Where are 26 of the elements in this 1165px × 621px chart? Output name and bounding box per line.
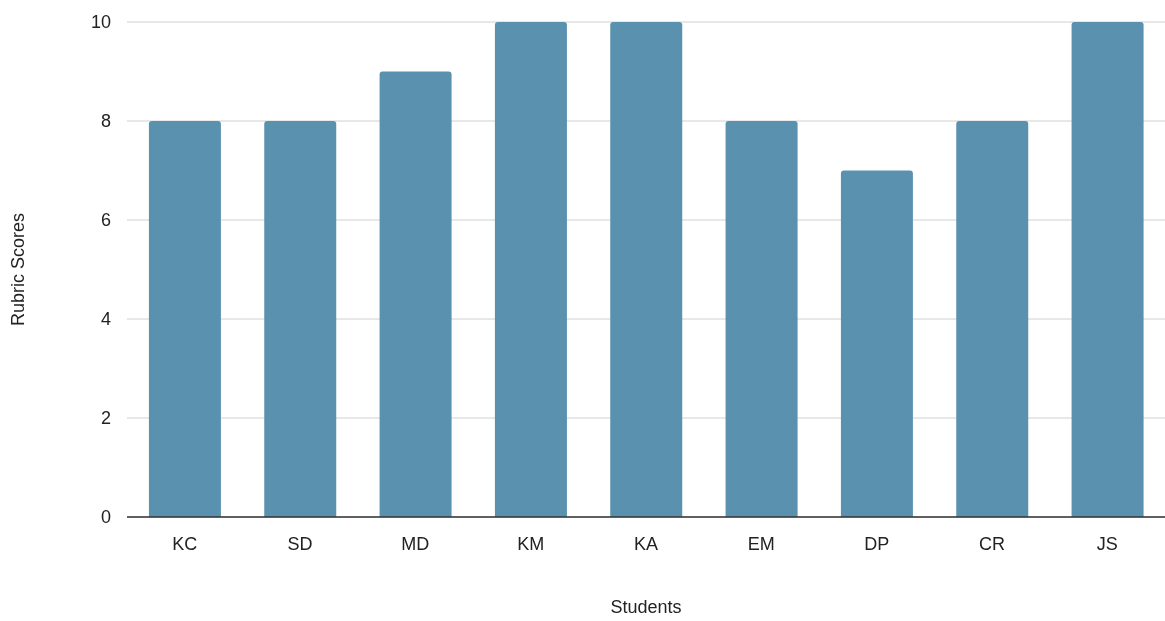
y-tick-label: 8	[100, 111, 111, 132]
bar	[725, 121, 798, 517]
x-tick-label: KM	[517, 533, 545, 554]
bar	[379, 71, 452, 517]
x-tick-label: KC	[172, 533, 198, 554]
bar	[148, 121, 221, 517]
y-tick-label: 2	[100, 408, 111, 429]
bar	[494, 22, 567, 517]
y-axis-title: Rubric Scores	[8, 212, 29, 327]
y-tick-label: 0	[100, 507, 111, 528]
x-tick-label: CR	[979, 533, 1005, 554]
bar	[840, 170, 913, 517]
y-tick-label: 10	[90, 12, 111, 33]
x-tick-label: JS	[1096, 533, 1118, 554]
x-tick-label: KA	[633, 533, 659, 554]
bar	[264, 121, 337, 517]
x-tick-label: DP	[864, 533, 890, 554]
x-axis-title: Students	[610, 597, 682, 617]
x-tick-label: SD	[287, 533, 313, 554]
y-tick-label: 6	[100, 210, 111, 231]
bar	[1071, 22, 1144, 517]
bar	[956, 121, 1029, 517]
bar	[610, 22, 683, 517]
y-tick-label: 4	[100, 309, 111, 330]
x-tick-label: EM	[747, 533, 775, 554]
x-tick-label: MD	[401, 533, 430, 554]
